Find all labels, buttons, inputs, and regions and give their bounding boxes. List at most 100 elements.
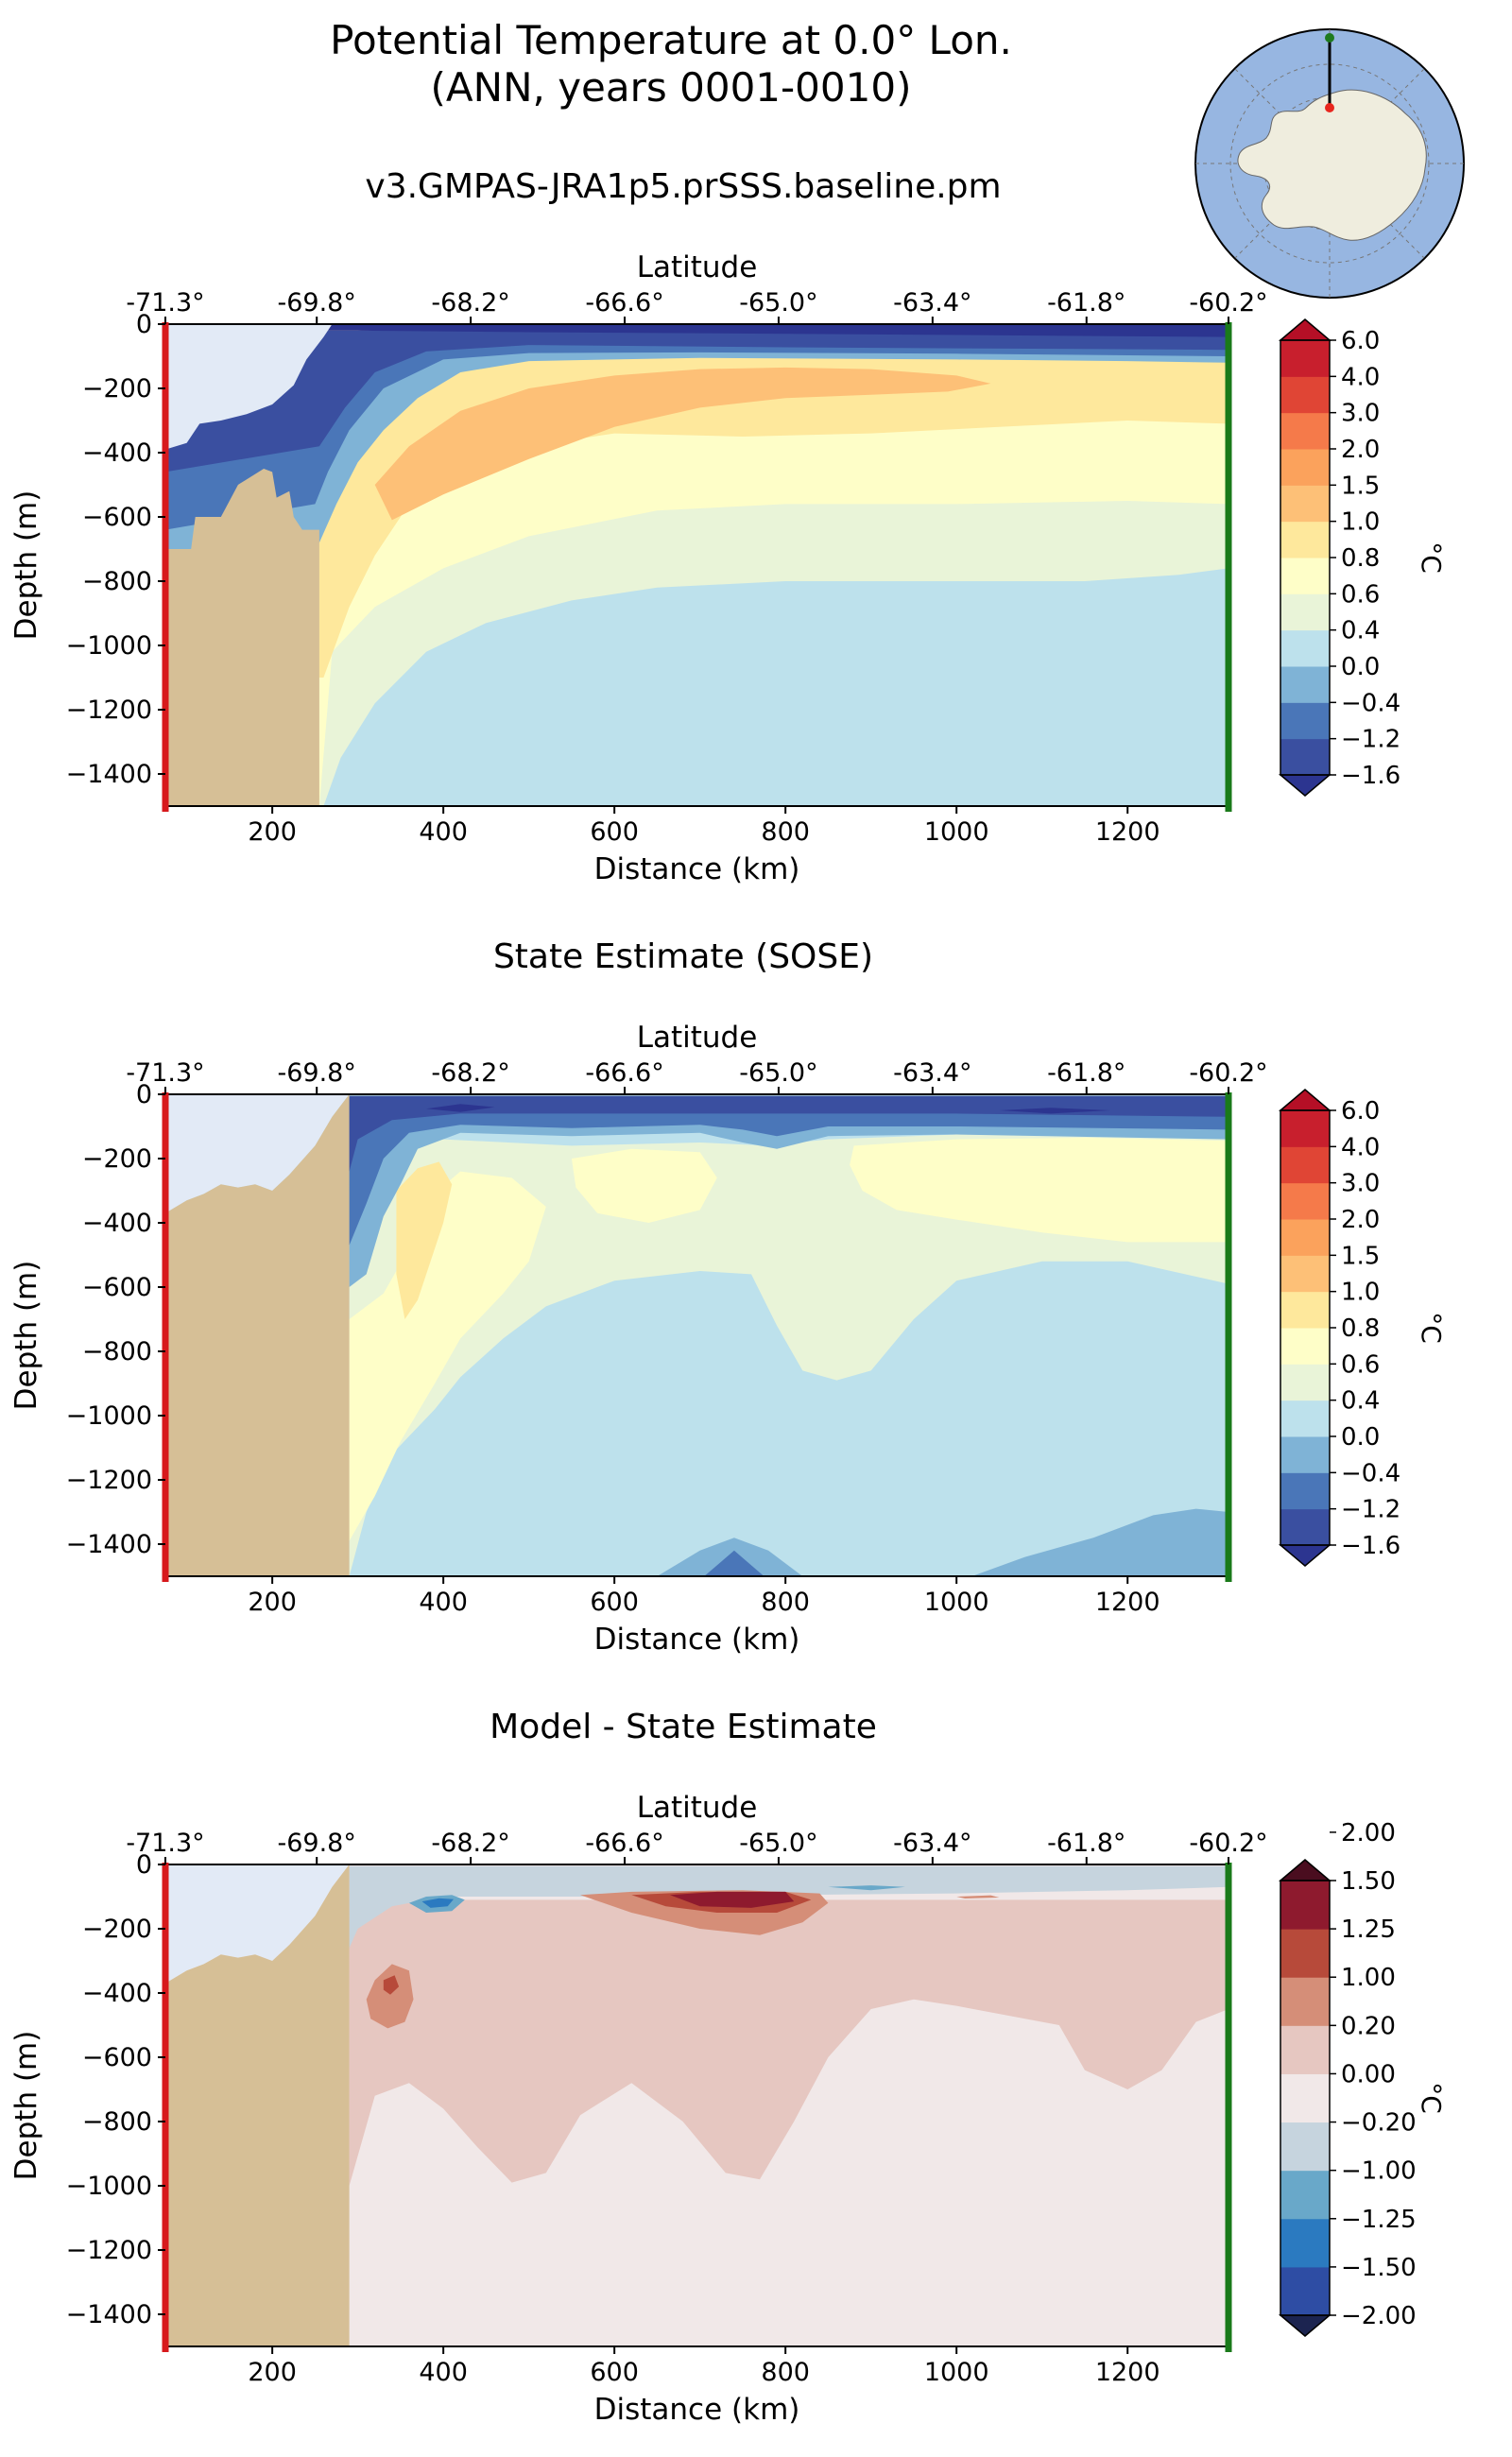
colorbar-tick-label: 0.20 <box>1341 2012 1396 2040</box>
colorbar-tick-label: −1.50 <box>1341 2254 1417 2282</box>
colorbar-tick-label: −1.2 <box>1341 1496 1400 1524</box>
x-tick-label: 200 <box>248 2358 297 2387</box>
colorbar-segment <box>1280 1328 1330 1365</box>
colorbar-segment <box>1280 340 1330 377</box>
y-axis-label: Depth (m) <box>9 1261 43 1411</box>
lat-tick-label: -69.8° <box>278 1058 356 1088</box>
lat-tick-label: -65.0° <box>739 1829 817 1858</box>
panel-title: State Estimate (SOSE) <box>492 937 874 976</box>
lat-tick-label: -61.8° <box>1047 1829 1125 1858</box>
contour-region <box>396 1161 453 1319</box>
x-tick-label: 1000 <box>924 817 989 847</box>
contour-region <box>426 1104 495 1112</box>
figure-title-line2: (ANN, years 0001-0010) <box>430 64 912 111</box>
y-axis-label: Depth (m) <box>9 490 43 641</box>
colorbar-segment <box>1280 1977 1330 2026</box>
y-tick-label: −600 <box>82 503 152 532</box>
contour-region <box>165 1864 350 1984</box>
colorbar-tick-label: −0.4 <box>1341 1459 1400 1487</box>
panel-title: Model - State Estimate <box>490 1708 877 1746</box>
x-tick-label: 600 <box>590 1588 639 1617</box>
lat-tick-label: -68.2° <box>431 1829 509 1858</box>
colorbar-segment <box>1280 2170 1330 2220</box>
colorbar-segment <box>1280 449 1330 486</box>
colorbar-segment <box>1280 2266 1330 2316</box>
y-tick-label: −1200 <box>66 1466 152 1495</box>
colorbar-segment <box>1280 521 1330 558</box>
inset-antarctica <box>1237 89 1427 241</box>
colorbar-unit-label: °C <box>1416 2082 1447 2114</box>
x-tick-label: 600 <box>590 2358 639 2387</box>
contour-fills <box>165 1094 1228 1576</box>
contour-fills <box>165 1864 1228 2346</box>
x-tick-label: 200 <box>248 1588 297 1617</box>
colorbar-segment <box>1280 1472 1330 1510</box>
colorbar-tick-label: 2.00 <box>1341 1819 1396 1847</box>
colorbar-segment <box>1280 1929 1330 1978</box>
colorbar-tick-label: 6.0 <box>1341 1097 1380 1125</box>
contour-region <box>999 1108 1111 1114</box>
inset-start-marker <box>1325 103 1334 112</box>
colorbar-segment <box>1280 1182 1330 1220</box>
lat-tick-label: -71.3° <box>126 288 204 318</box>
contour-region <box>383 1975 400 1995</box>
colorbar-segment <box>1280 2073 1330 2123</box>
colorbar-segment <box>1280 1436 1330 1473</box>
y-tick-label: −400 <box>82 1979 152 2008</box>
colorbar-segment <box>1280 485 1330 523</box>
contour-region <box>165 324 333 450</box>
colorbar-tick-label: 2.0 <box>1341 1206 1380 1234</box>
contour-region <box>165 1864 350 2346</box>
colorbar-tick-label: 1.00 <box>1341 1964 1396 1992</box>
x-axis-label: Distance (km) <box>594 852 800 886</box>
colorbar-segment <box>1280 1881 1330 1930</box>
colorbar-segment <box>1280 376 1330 414</box>
lat-tick-label: -71.3° <box>126 1829 204 1858</box>
colorbar-tick-label: 0.6 <box>1341 1350 1380 1379</box>
colorbar-tick-label: 0.4 <box>1341 1387 1380 1416</box>
contour-region <box>571 1148 717 1223</box>
x-tick-label: 400 <box>419 817 468 847</box>
y-tick-label: −800 <box>82 2107 152 2137</box>
colorbar-segment <box>1280 558 1330 594</box>
colorbar-tick-label: −1.00 <box>1341 2157 1417 2186</box>
colorbar-segment <box>1280 2218 1330 2268</box>
panel-model: v3.GMPAS-JRA1p5.prSSS.baseline.pm 200 400… <box>0 156 1512 912</box>
y-tick-label: −1000 <box>66 2172 152 2201</box>
colorbar-over <box>1278 1859 1332 1881</box>
colorbar-segment <box>1280 1508 1330 1546</box>
colorbar-tick-label: 0.8 <box>1341 1314 1380 1343</box>
colorbar-segment <box>1280 1146 1330 1184</box>
y-tick-label: −400 <box>82 438 152 468</box>
y-tick-label: −1400 <box>66 2300 152 2329</box>
panel-sose: State Estimate (SOSE) 200 400 600 800 1000 12… <box>0 926 1512 1682</box>
contour-region <box>956 1895 1000 1899</box>
colorbar: −1.6 −1.2 −0.4 0.0 0.4 0.6 0.8 1.0 1.5 2.0 3.0 4.0 6… <box>1278 318 1400 797</box>
x-tick-label: 400 <box>419 2358 468 2387</box>
x-axis-label: Distance (km) <box>594 2393 800 2427</box>
colorbar-tick-label: 0.6 <box>1341 580 1380 609</box>
figure-title: Potential Temperature at 0.0° Lon. (ANN,… <box>0 17 1342 112</box>
colorbar-tick-label: −2.00 <box>1341 2302 1417 2330</box>
contour-region <box>165 1094 350 1213</box>
colorbar-segment <box>1280 1255 1330 1293</box>
y-tick-label: −200 <box>82 1915 152 1944</box>
colorbar-tick-label: 1.5 <box>1341 472 1380 500</box>
x-tick-label: 800 <box>761 817 810 847</box>
contour-region <box>850 1137 1228 1243</box>
contour-region <box>349 1865 1228 1949</box>
colorbar-segment <box>1280 593 1330 631</box>
colorbar-unit-label: °C <box>1416 1312 1447 1344</box>
colorbar-under <box>1278 774 1332 797</box>
y-tick-label: −1000 <box>66 631 152 661</box>
x-tick-label: 1000 <box>924 1588 989 1617</box>
inset-end-marker <box>1325 33 1334 43</box>
contour-region <box>971 1508 1228 1576</box>
y-tick-label: −600 <box>82 2043 152 2072</box>
colorbar-segment <box>1280 1110 1330 1147</box>
colorbar-tick-label: 4.0 <box>1341 1133 1380 1161</box>
colorbar-segment <box>1280 738 1330 776</box>
contour-fills <box>165 324 1228 806</box>
colorbar-tick-label: 6.0 <box>1341 327 1380 355</box>
panel-title: v3.GMPAS-JRA1p5.prSSS.baseline.pm <box>365 167 1002 206</box>
